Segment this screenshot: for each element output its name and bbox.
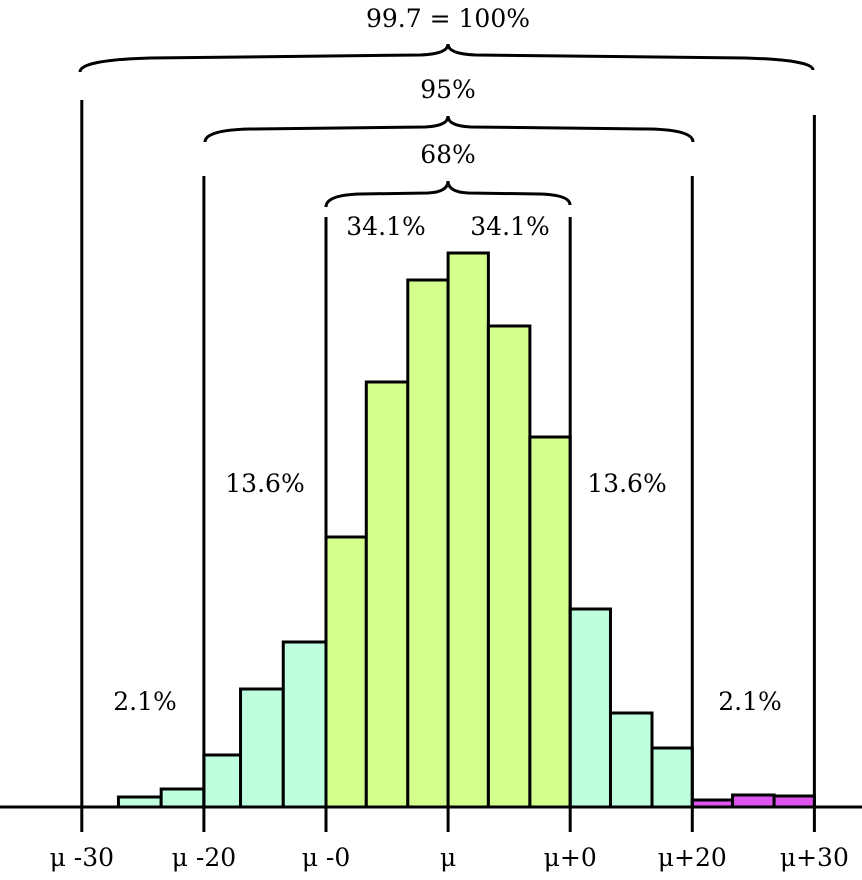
bar — [406, 278, 450, 809]
annotation: 99.7 = 100% — [366, 4, 530, 33]
annotation: 2.1% — [113, 687, 177, 716]
x-tick-label: μ+20 — [658, 843, 727, 872]
bar — [324, 535, 368, 809]
bar — [239, 687, 285, 809]
bar — [772, 794, 816, 809]
x-tick-label: μ+0 — [544, 843, 597, 872]
bar — [486, 324, 532, 809]
bar — [446, 251, 490, 809]
x-tick-label: μ — [440, 843, 456, 872]
annotation: 34.1% — [346, 212, 425, 241]
annotation: 34.1% — [470, 212, 549, 241]
bar — [159, 787, 206, 809]
bar — [608, 711, 654, 809]
bar — [528, 435, 572, 809]
bar — [568, 607, 612, 809]
bar — [650, 746, 694, 809]
annotation: 95% — [420, 75, 476, 104]
annotation: 13.6% — [587, 469, 666, 498]
bar — [281, 640, 328, 809]
x-tick-label: μ+30 — [780, 843, 849, 872]
x-tick-label: μ -20 — [172, 843, 236, 872]
annotation: 68% — [420, 140, 476, 169]
x-tick-label: μ -0 — [302, 843, 351, 872]
brace — [203, 115, 695, 143]
brace — [324, 180, 572, 208]
bar — [202, 753, 243, 809]
brace — [78, 43, 815, 73]
annotation: 2.1% — [718, 687, 782, 716]
bar — [364, 380, 410, 809]
bar — [731, 793, 776, 809]
x-tick-label: μ -30 — [50, 843, 114, 872]
annotation: 13.6% — [225, 469, 304, 498]
